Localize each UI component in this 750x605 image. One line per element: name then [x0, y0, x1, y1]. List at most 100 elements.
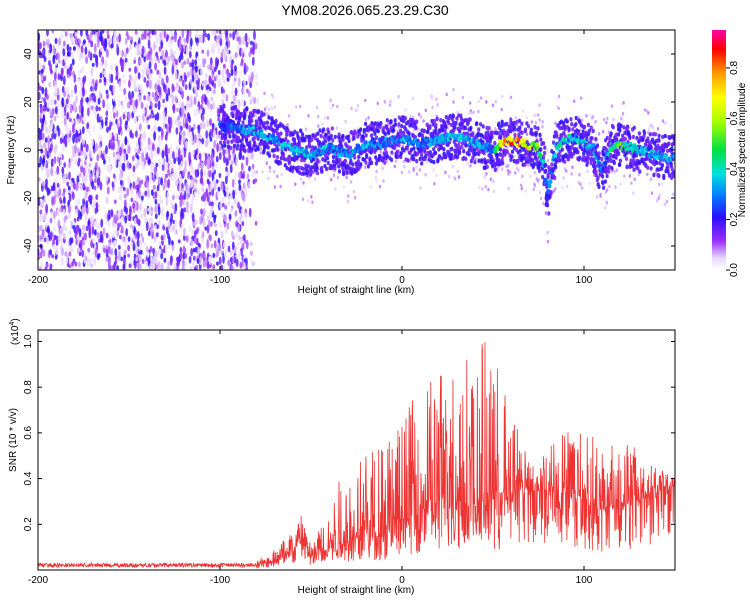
spectrogram-sparse-cell	[301, 197, 305, 202]
spectrogram-sparse-cell	[255, 170, 259, 174]
spectrogram-sparse-cell	[570, 172, 573, 176]
spectrogram-noise-cell	[138, 94, 142, 104]
spectrogram-halo-cell	[262, 112, 266, 117]
spectrogram-sparse-cell	[546, 239, 550, 244]
spectrogram-noise-cell	[169, 256, 173, 266]
spectrogram-noise-cell	[135, 256, 139, 262]
spectrogram-sparse-cell	[525, 115, 529, 120]
spectrogram-halo-cell	[222, 140, 226, 145]
spectrogram-noise-cell	[141, 195, 144, 201]
spectrogram-noise-cell	[76, 233, 80, 241]
spectrogram-noise-cell	[176, 107, 179, 112]
spectrogram-sparse-cell	[263, 107, 267, 111]
spectrogram-sparse-cell	[411, 96, 414, 101]
spectrogram-noise-cell	[213, 178, 216, 184]
spectrogram-noise-cell	[222, 253, 225, 264]
spectrogram-noise-cell	[122, 263, 126, 268]
spectrogram-noise-cell	[140, 34, 144, 40]
spectrogram-noise-cell	[229, 257, 233, 263]
spectrogram-sparse-cell	[529, 174, 532, 179]
spectrogram-noise-cell	[242, 85, 246, 95]
spectrogram-noise-cell	[116, 265, 119, 270]
spectrogram-noise-cell	[210, 128, 213, 134]
spectrogram-noise-cell	[182, 234, 186, 241]
spectrogram-halo-cell	[420, 147, 424, 152]
spectrogram-noise-cell	[210, 180, 214, 190]
spectrogram-noise-cell	[64, 215, 68, 221]
spectrogram-noise-cell	[96, 231, 100, 239]
spectrogram-halo-cell	[582, 151, 586, 156]
spectrogram-halo-cell	[273, 147, 278, 152]
spectrogram-noise-cell	[54, 87, 58, 95]
spectrogram-noise-cell	[185, 102, 189, 108]
spectrogram-noise-cell	[200, 208, 203, 215]
spectrogram-noise-cell	[114, 248, 118, 256]
spectrogram-halo-cell	[244, 124, 248, 129]
spectrogram-sparse-cell	[404, 108, 407, 112]
spectrogram-noise-cell	[209, 209, 213, 220]
spectrogram-sparse-cell	[546, 230, 549, 235]
spectrogram-noise-cell	[87, 247, 91, 253]
spectrogram-noise-cell	[183, 38, 187, 43]
spectrogram-noise-cell	[135, 44, 138, 50]
spectrogram-noise-cell	[130, 36, 133, 41]
spectrogram-halo-cell	[497, 121, 501, 126]
spectrogram-noise-cell	[247, 36, 251, 42]
spectrogram-noise-cell	[136, 177, 140, 183]
spectrogram-noise-cell	[125, 152, 129, 161]
spectrogram-noise-cell	[86, 122, 90, 130]
spectrogram-noise-cell	[86, 171, 90, 179]
spectrogram-noise-cell	[69, 255, 72, 266]
spectrogram-noise-cell	[185, 140, 189, 150]
spectrogram-noise-cell	[89, 32, 92, 41]
spectrogram-sparse-cell	[522, 109, 525, 113]
spectrogram-noise-cell	[96, 37, 100, 48]
spectrogram-sparse-cell	[672, 161, 675, 166]
spectrogram-halo-cell	[333, 165, 337, 171]
spectrogram-noise-cell	[189, 37, 193, 47]
spectrogram-halo-cell	[463, 125, 468, 131]
spectrogram-noise-cell	[134, 66, 137, 74]
spectrogram-noise-cell	[200, 177, 204, 185]
spectrogram-halo-cell	[310, 169, 314, 175]
spectrogram-noise-cell	[74, 209, 78, 214]
spectrogram-noise-cell	[251, 171, 255, 177]
spectrogram-sparse-cell	[323, 116, 327, 120]
spectrogram-noise-cell	[165, 197, 169, 206]
spectrogram-noise-cell	[130, 241, 134, 248]
spectrogram-noise-cell	[175, 121, 179, 128]
spectrogram-noise-cell	[115, 118, 118, 125]
spectrogram-noise-cell	[241, 221, 245, 227]
spectrogram-halo-cell	[513, 132, 517, 138]
spectrogram-noise-cell	[186, 57, 190, 65]
spectrogram-halo-cell	[324, 139, 328, 144]
spectrogram-sparse-cell	[387, 122, 390, 127]
spectrogram-noise-cell	[149, 245, 153, 253]
spectrogram-noise-cell	[182, 135, 186, 143]
spectrogram-noise-cell	[93, 95, 97, 103]
spectrogram-noise-cell	[119, 187, 123, 194]
spectrogram-halo-cell	[222, 111, 226, 116]
spectrogram-sparse-cell	[280, 172, 283, 177]
spectrogram-noise-cell	[59, 233, 62, 241]
spectrogram-noise-cell	[63, 233, 66, 240]
spectrogram-noise-cell	[193, 191, 197, 197]
spectrogram-noise-cell	[140, 232, 144, 238]
spectrogram-noise-cell	[161, 30, 164, 34]
spectrogram-sparse-cell	[588, 113, 591, 117]
spectrogram-noise-cell	[188, 151, 192, 160]
spectrogram-noise-cell	[71, 265, 74, 270]
spectrogram-noise-cell	[182, 258, 185, 268]
spectrogram-halo-cell	[222, 104, 226, 109]
spectrogram-noise-cell	[61, 247, 64, 257]
spectrogram-noise-cell	[143, 95, 147, 101]
spectrogram-noise-cell	[83, 39, 86, 45]
spectrogram-noise-cell	[68, 229, 72, 236]
spectrogram-noise-cell	[199, 256, 202, 265]
spectrogram-sparse-cell	[610, 104, 614, 108]
spectrogram-noise-cell	[200, 68, 203, 76]
spectrogram-halo-cell	[383, 146, 387, 152]
spectrogram-noise-cell	[104, 59, 108, 68]
spectrogram-noise-cell	[93, 43, 97, 54]
spectrogram-halo-cell	[349, 130, 353, 135]
